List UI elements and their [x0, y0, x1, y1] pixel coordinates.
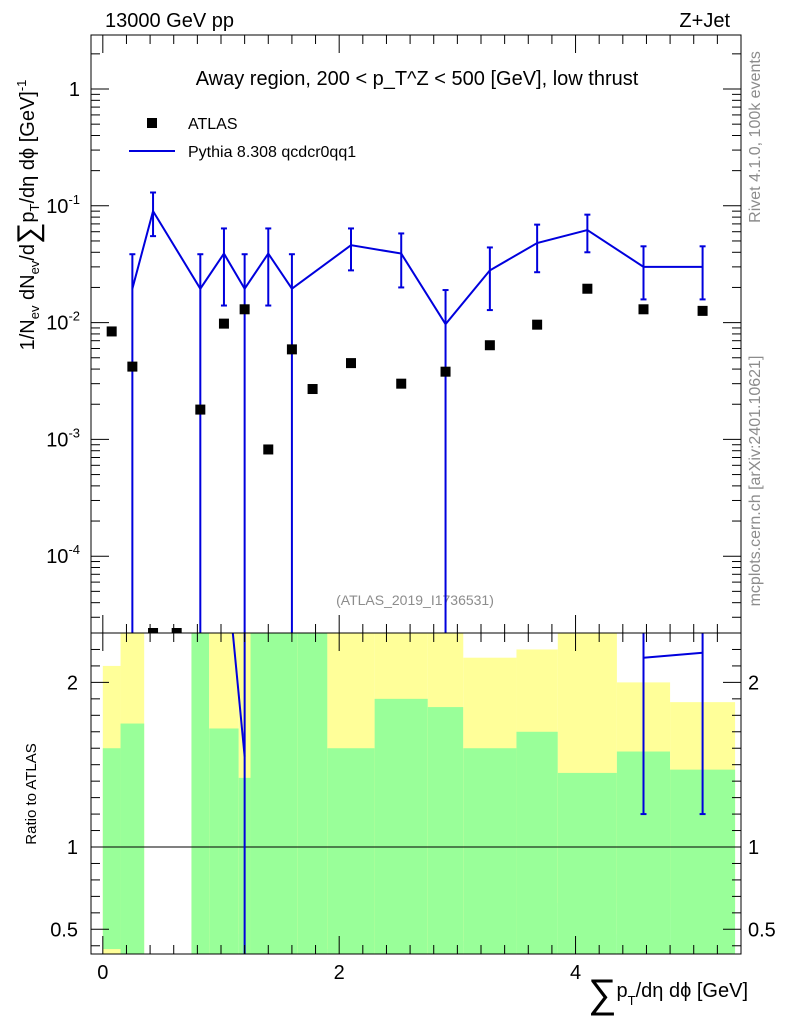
ratio-inner-band [327, 748, 375, 954]
data-point [195, 404, 206, 415]
main-y-tick-label: 10-1 [46, 192, 80, 218]
ratio-inner-band [374, 698, 428, 954]
mcplots-site-label: mcplots.cern.ch [arXiv:2401.10621] [747, 356, 764, 607]
legend-data-marker [147, 118, 157, 128]
x-tick-label: 0 [97, 962, 108, 984]
data-point [106, 326, 117, 337]
ratio-inner-band [250, 633, 286, 954]
data-point [286, 344, 297, 355]
ratio-y-tick-label-left: 2 [67, 672, 78, 694]
data-point [239, 304, 250, 315]
main-y-tick-label: 1 [69, 79, 80, 101]
ratio-inner-band [557, 772, 617, 954]
main-y-axis-label: 1/Nev dNev/d∑pT/dη dϕ [GeV]-1 [12, 80, 45, 351]
data-point [307, 384, 318, 395]
ratio-frame [90, 632, 742, 955]
x-tick-label: 2 [334, 962, 345, 984]
ratio-y-tick-label-right: 2 [748, 672, 759, 694]
data-point [532, 319, 543, 330]
ratio-y-tick-label-left: 0.5 [50, 919, 78, 941]
ratio-inner-band [463, 748, 517, 954]
x-tick-label: 4 [570, 962, 581, 984]
ratio-inner-band [286, 633, 298, 954]
main-title: Away region, 200 < p_T^Z < 500 [GeV], lo… [196, 68, 639, 90]
data-point [484, 340, 495, 351]
rivet-version-label: Rivet 4.1.0, 100k events [747, 51, 764, 223]
ratio-inner-band [191, 633, 210, 954]
x-axis-label: ∑pT/dη dϕ [GeV] [588, 972, 748, 1016]
data-point [440, 366, 451, 377]
ratio-y-tick-label-right: 0.5 [748, 919, 776, 941]
legend-mc-label: Pythia 8.308 qcdcr0qq1 [188, 144, 356, 161]
data-point [638, 304, 649, 315]
ratio-inner-band [297, 633, 328, 954]
data-point [346, 358, 356, 369]
main-panel: Away region, 200 < p_T^Z < 500 [GeV], lo… [12, 34, 742, 634]
ratio-panel: 0.5 0.5 1 1 2 2 0 2 4 Ratio to ATLAS [23, 632, 776, 984]
data-point [263, 444, 274, 455]
main-y-tick-label: 10-3 [46, 425, 80, 451]
ratio-inner-band [427, 707, 464, 954]
analysis-id-label: (ATLAS_2019_I1736531) [336, 592, 494, 608]
ratio-inner-band [120, 723, 145, 954]
main-y-tick-label: 10-4 [46, 542, 80, 568]
ratio-mc-line [231, 632, 246, 757]
ratio-y-tick-label-right: 1 [748, 837, 759, 859]
process-label: Z+Jet [679, 10, 730, 32]
mc-series-line [131, 208, 703, 326]
data-point [148, 628, 159, 633]
data-point [582, 283, 593, 294]
ratio-inner-band [209, 728, 239, 954]
ratio-y-tick-label-left: 1 [67, 837, 78, 859]
data-point [218, 318, 229, 329]
ratio-inner-band [516, 731, 558, 954]
energy-label: 13000 GeV pp [105, 10, 234, 32]
data-point [697, 305, 708, 316]
data-point [171, 628, 182, 633]
ratio-inner-band [102, 748, 121, 950]
data-point [127, 361, 138, 372]
main-y-tick-label: 10-2 [46, 309, 80, 335]
data-point [396, 378, 407, 389]
legend-data-label: ATLAS [188, 116, 238, 133]
ratio-y-axis-label: Ratio to ATLAS [23, 743, 40, 844]
ratio-mc-line [643, 651, 703, 659]
